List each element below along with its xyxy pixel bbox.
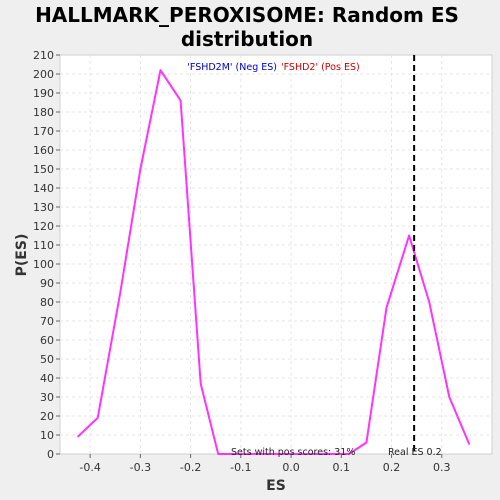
y-axis-label: P(ES) <box>14 234 30 277</box>
x-tick-label: -0.3 <box>130 461 151 474</box>
x-tick-label: -0.2 <box>180 461 201 474</box>
y-tick-label: 40 <box>40 372 54 385</box>
y-tick-label: 130 <box>33 201 54 214</box>
chart-title-line-1: HALLMARK_PEROXISOME: Random ES <box>35 3 459 27</box>
es-distribution-line <box>76 69 471 455</box>
y-tick-label: 110 <box>33 239 54 252</box>
y-tick-label: 50 <box>40 353 54 366</box>
y-tick-label: 160 <box>33 144 54 157</box>
y-tick-label: 30 <box>40 391 54 404</box>
y-tick-label: 140 <box>33 182 54 195</box>
y-tick-label: 170 <box>33 125 54 138</box>
y-tick-label: 70 <box>40 315 54 328</box>
y-tick-label: 20 <box>40 410 54 423</box>
x-tick-label: -0.4 <box>79 461 100 474</box>
chart-title: HALLMARK_PEROXISOME: Random ES distribut… <box>35 3 459 51</box>
real-es-annotation: Real ES 0.2 <box>388 447 442 458</box>
x-axis-label: ES <box>266 478 286 494</box>
y-tick-label: 190 <box>33 87 54 100</box>
pos-scores-annotation: Sets with pos scores: 31% <box>231 447 355 458</box>
plot-area <box>59 54 493 455</box>
x-tick-label: 0.1 <box>333 461 351 474</box>
y-tick-label: 10 <box>40 429 54 442</box>
y-tick-label: 120 <box>33 220 54 233</box>
y-tick-label: 100 <box>33 258 54 271</box>
chart-title-line-2: distribution <box>181 27 313 51</box>
x-axis-ticks: -0.4 -0.3 -0.2 -0.1 0.0 0.1 0.2 0.3 <box>79 454 451 474</box>
legend-neg-es: 'FSHD2M' (Neg ES) <box>187 62 277 73</box>
legend-pos-es: 'FSHD2' (Pos ES) <box>281 62 360 73</box>
legend: 'FSHD2M' (Neg ES) 'FSHD2' (Pos ES) <box>187 62 359 73</box>
x-tick-label: 0.0 <box>282 461 300 474</box>
y-tick-label: 180 <box>33 106 54 119</box>
y-tick-label: 0 <box>47 448 54 461</box>
y-tick-label: 150 <box>33 163 54 176</box>
y-tick-label: 200 <box>33 68 54 81</box>
y-tick-label: 210 <box>33 49 54 62</box>
series-layer <box>76 69 471 455</box>
x-tick-label: 0.2 <box>383 461 401 474</box>
y-tick-label: 90 <box>40 277 54 290</box>
y-tick-label: 80 <box>40 296 54 309</box>
y-axis-ticks: 0 10 20 30 40 50 60 70 80 90 100 110 120 130 140 150 160… <box>33 49 60 461</box>
y-tick-label: 60 <box>40 334 54 347</box>
x-tick-label: 0.3 <box>433 461 451 474</box>
x-tick-label: -0.1 <box>230 461 251 474</box>
